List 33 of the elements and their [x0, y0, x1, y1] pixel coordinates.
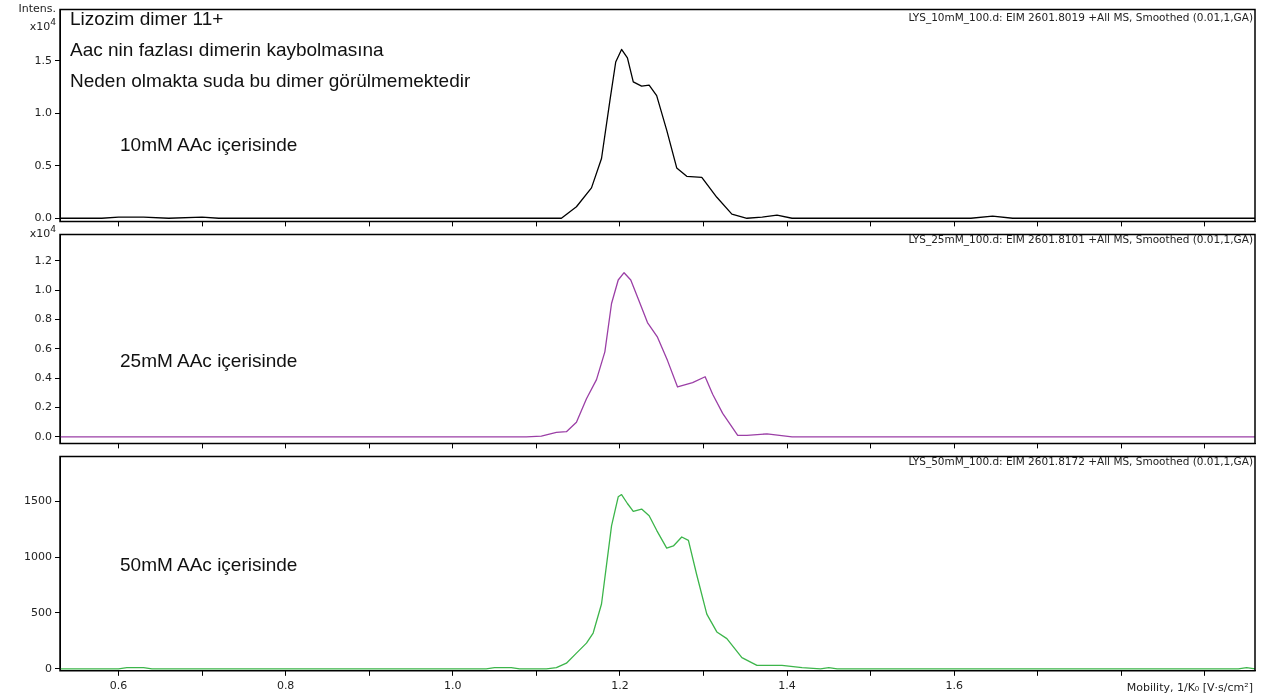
x-tick-label: 0.8 — [276, 679, 295, 693]
y-tick-label: 1.5 — [34, 53, 52, 67]
chart-subtitle: LYS_50mM_100.d: EIM 2601.8172 +All MS, Smoothed (0.01,1,GA) — [908, 455, 1253, 467]
x-tick-label: 0.6 — [109, 679, 128, 693]
x-tick-label: 1.6 — [945, 679, 963, 693]
y-tick-label: 1.0 — [34, 106, 52, 120]
y-tick-label: 0 — [45, 661, 52, 675]
y-tick-label: 0.0 — [34, 429, 52, 443]
annotation: Aac nin fazlası dimerin kaybolmasına — [70, 38, 384, 62]
annotation: 50mM AAc içerisinde — [120, 553, 298, 577]
y-tick-label: 0.5 — [34, 158, 52, 172]
y-tick-label: 1.0 — [34, 283, 52, 297]
chart-subtitle: LYS_25mM_100.d: EIM 2601.8101 +All MS, Smoothed (0.01,1,GA) — [908, 233, 1253, 245]
y-tick-label: 0.4 — [34, 371, 52, 385]
annotation: Neden olmakta suda bu dimer görülmemektedir — [70, 69, 471, 93]
chart-subtitle: LYS_10mM_100.d: EIM 2601.8019 +All MS, Smoothed (0.01,1,GA) — [908, 11, 1253, 23]
y-tick-label: 500 — [31, 605, 52, 619]
x-tick-label: 1.4 — [778, 679, 796, 693]
y-tick-label: 0.2 — [34, 400, 52, 414]
y-tick-label: 0.0 — [34, 211, 52, 225]
annotation: 10mM AAc içerisinde — [120, 133, 298, 157]
x-tick-label: 1.2 — [611, 679, 629, 693]
y-axis-title: x10$^{4}$ — [29, 223, 56, 240]
annotation: 25mM AAc içerisinde — [120, 349, 298, 373]
y-tick-label: 1500 — [24, 494, 52, 508]
y-axis-title: Intens. x10$^{4}$ — [18, 2, 56, 33]
y-tick-label: 0.6 — [34, 341, 52, 355]
x-axis-title: Mobility, 1/K₀ [V·s/cm²] — [1126, 681, 1253, 694]
y-tick-label: 0.8 — [34, 312, 52, 326]
x-tick-label: 1.0 — [444, 679, 462, 693]
y-tick-label: 1000 — [24, 549, 52, 563]
y-tick-label: 1.2 — [34, 253, 52, 267]
annotation: Lizozim dimer 11+ — [70, 7, 224, 31]
